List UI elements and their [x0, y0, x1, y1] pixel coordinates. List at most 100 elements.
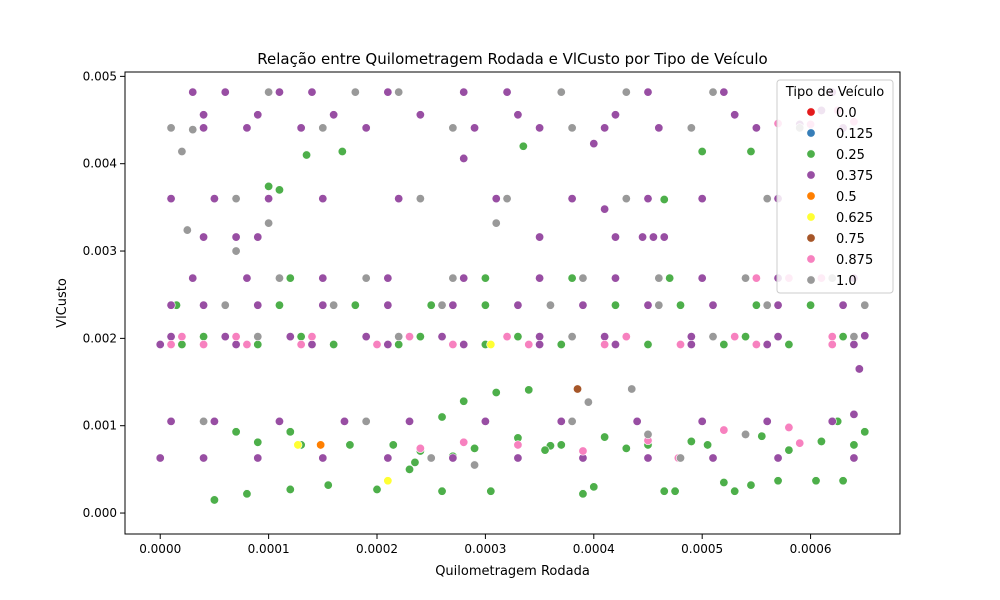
y-axis-label: VlCusto: [55, 278, 70, 328]
scatter-point: [703, 440, 713, 450]
scatter-point: [426, 300, 436, 310]
legend-marker: [806, 149, 816, 159]
y-tick-label: 0.004: [83, 157, 117, 171]
scatter-point: [242, 489, 252, 499]
scatter-point: [838, 476, 848, 486]
scatter-point: [556, 339, 566, 349]
legend-label: 0.5: [836, 190, 857, 205]
scatter-point: [583, 397, 593, 407]
scatter-point: [708, 332, 718, 342]
legend-marker: [806, 191, 816, 201]
x-tick-label: 0.0002: [356, 542, 398, 556]
scatter-point: [285, 427, 295, 437]
scatter-point: [209, 495, 219, 505]
points-layer: [155, 87, 870, 505]
scatter-point: [697, 273, 707, 283]
scatter-point: [350, 300, 360, 310]
scatter-point: [524, 385, 534, 395]
scatter-point: [600, 332, 610, 342]
scatter-point: [242, 273, 252, 283]
scatter-point: [784, 339, 794, 349]
scatter-point: [285, 484, 295, 494]
scatter-point: [773, 476, 783, 486]
scatter-point: [535, 123, 545, 133]
scatter-point: [394, 194, 404, 204]
scatter-point: [394, 332, 404, 342]
legend-label: 1.0: [836, 274, 857, 289]
scatter-point: [405, 464, 415, 474]
scatter-point: [383, 273, 393, 283]
scatter-point: [643, 300, 653, 310]
scatter-point: [361, 123, 371, 133]
scatter-point: [838, 332, 848, 342]
scatter-point: [188, 87, 198, 97]
scatter-point: [751, 300, 761, 310]
scatter-point: [231, 339, 241, 349]
scatter-point: [415, 443, 425, 453]
scatter-point: [318, 194, 328, 204]
scatter-point: [459, 437, 469, 447]
x-tick-label: 0.0006: [790, 542, 832, 556]
scatter-point: [578, 273, 588, 283]
scatter-point: [654, 123, 664, 133]
scatter-point: [600, 432, 610, 442]
scatter-point: [838, 300, 848, 310]
scatter-point: [296, 339, 306, 349]
scatter-point: [410, 457, 420, 467]
scatter-point: [242, 123, 252, 133]
scatter-point: [274, 273, 284, 283]
scatter-point: [415, 332, 425, 342]
scatter-point: [307, 339, 317, 349]
scatter-point: [199, 300, 209, 310]
x-tick-label: 0.0003: [464, 542, 506, 556]
scatter-point: [513, 440, 523, 450]
scatter-point: [480, 416, 490, 426]
scatter-point: [762, 416, 772, 426]
legend-marker: [806, 254, 816, 264]
scatter-point: [773, 332, 783, 342]
scatter-point: [502, 87, 512, 97]
scatter-point: [316, 440, 326, 450]
legend-label: 0.375: [836, 169, 873, 184]
scatter-point: [274, 416, 284, 426]
y-tick-label: 0.000: [83, 506, 117, 520]
scatter-point: [573, 384, 583, 394]
scatter-point: [253, 300, 263, 310]
scatter-point: [405, 416, 415, 426]
scatter-point: [535, 232, 545, 242]
scatter-point: [318, 453, 328, 463]
scatter-point: [361, 332, 371, 342]
legend-box: [776, 79, 894, 294]
scatter-point: [337, 146, 347, 156]
scatter-point: [231, 427, 241, 437]
legend-label: 0.0: [836, 106, 857, 121]
scatter-point: [383, 87, 393, 97]
scatter-point: [339, 416, 349, 426]
scatter-point: [676, 339, 686, 349]
scatter-point: [773, 300, 783, 310]
scatter-point: [719, 425, 729, 435]
scatter-point: [199, 339, 209, 349]
scatter-point: [242, 339, 252, 349]
scatter-point: [860, 331, 870, 341]
scatter-point: [188, 125, 198, 135]
scatter-point: [513, 332, 523, 342]
scatter-point: [610, 339, 620, 349]
legend-label: 0.25: [836, 148, 865, 163]
scatter-point: [361, 273, 371, 283]
scatter-point: [437, 332, 447, 342]
scatter-point: [448, 339, 458, 349]
scatter-point: [643, 339, 653, 349]
scatter-point: [264, 87, 274, 97]
scatter-point: [827, 332, 837, 342]
scatter-point: [502, 194, 512, 204]
scatter-point: [578, 446, 588, 456]
scatter-point: [589, 139, 599, 149]
plot-frame: [124, 71, 901, 535]
scatter-point: [199, 332, 209, 342]
scatter-point: [621, 443, 631, 453]
scatter-point: [638, 232, 648, 242]
scatter-point: [296, 332, 306, 342]
scatter-point: [854, 364, 864, 374]
chart-title: Relação entre Quilometragem Rodada e VlC…: [257, 50, 767, 68]
